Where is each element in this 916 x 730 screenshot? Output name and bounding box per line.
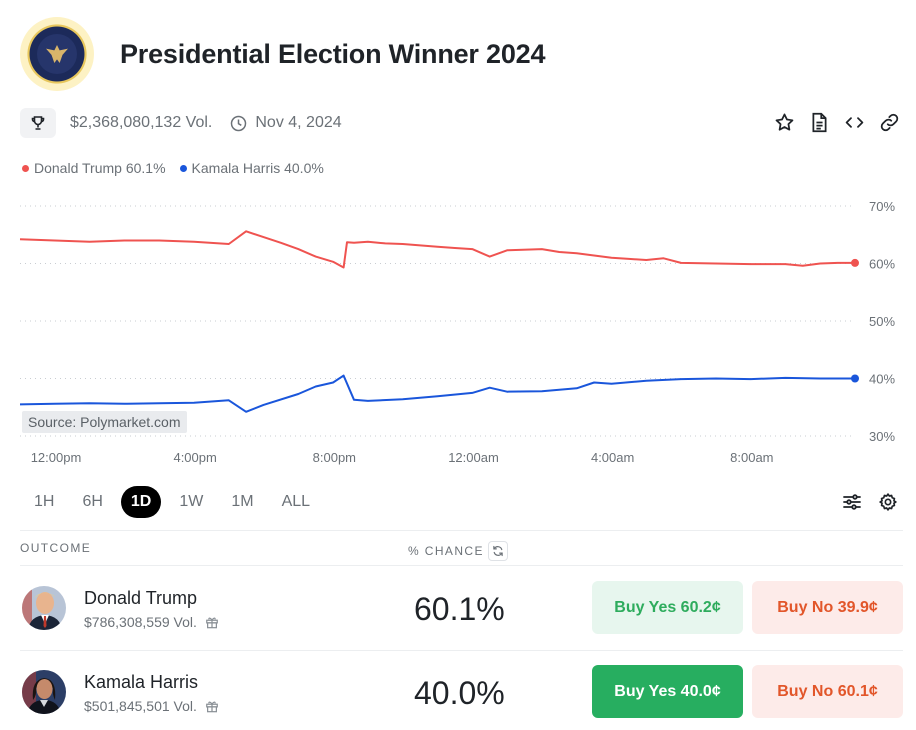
gift-icon[interactable] bbox=[205, 615, 219, 629]
market-end-date: Nov 4, 2024 bbox=[255, 114, 342, 131]
presidential-seal-icon bbox=[20, 17, 94, 91]
x-tick-label: 4:00am bbox=[591, 450, 634, 465]
range-6h[interactable]: 6H bbox=[82, 493, 103, 510]
buy-no-button[interactable]: Buy No 39.9¢ bbox=[752, 581, 903, 634]
x-tick-label: 8:00pm bbox=[313, 450, 356, 465]
price-chart[interactable]: 70% 60% 50% 40% 30% 12:00pm 4:00pm 8:00pm 12:00a… bbox=[0, 190, 916, 475]
series-end-point bbox=[851, 374, 859, 383]
outcome-table-header: OUTCOME % CHANCE bbox=[20, 530, 903, 566]
x-tick-label: 8:00am bbox=[730, 450, 773, 465]
outcome-row-trump[interactable]: Donald Trump $786,308,559 Vol. 60.1% Buy… bbox=[20, 567, 903, 651]
chart-source-label: Source: Polymarket.com bbox=[22, 411, 187, 433]
y-tick-label: 50% bbox=[869, 314, 895, 329]
outcome-volume-value: $786,308,559 Vol. bbox=[84, 614, 197, 630]
sliders-icon[interactable] bbox=[842, 492, 862, 517]
outcome-volume-value: $501,845,501 Vol. bbox=[84, 698, 197, 714]
chart-tools bbox=[842, 492, 898, 517]
trophy-icon[interactable] bbox=[20, 108, 56, 138]
link-icon[interactable] bbox=[879, 112, 900, 133]
legend-label: Kamala Harris 40.0% bbox=[191, 160, 324, 176]
x-tick-label: 12:00pm bbox=[31, 450, 82, 465]
legend-item-trump: Donald Trump 60.1% bbox=[22, 160, 166, 176]
range-1w[interactable]: 1W bbox=[179, 493, 204, 510]
column-chance-label: % CHANCE bbox=[408, 544, 484, 558]
y-tick-label: 60% bbox=[869, 257, 895, 272]
legend-dot bbox=[22, 164, 29, 172]
range-1m[interactable]: 1M bbox=[231, 493, 254, 510]
y-tick-label: 30% bbox=[869, 429, 895, 444]
outcome-name: Kamala Harris bbox=[84, 672, 199, 692]
gear-icon[interactable] bbox=[878, 492, 898, 517]
x-tick-label: 12:00am bbox=[448, 450, 499, 465]
market-title: Presidential Election Winner 2024 bbox=[120, 38, 546, 69]
column-chance: % CHANCE bbox=[408, 541, 508, 561]
legend-dot bbox=[179, 164, 187, 172]
market-volume: $2,368,080,132 Vol. bbox=[70, 114, 213, 131]
market-meta: $2,368,080,132 Vol. Nov 4, 2024 bbox=[20, 107, 342, 139]
outcome-volume: $786,308,559 Vol. bbox=[84, 614, 219, 630]
market-header: Presidential Election Winner 2024 bbox=[20, 17, 546, 91]
avatar bbox=[22, 670, 66, 714]
outcome-volume: $501,845,501 Vol. bbox=[84, 698, 219, 714]
column-outcome: OUTCOME bbox=[20, 541, 92, 555]
range-all[interactable]: ALL bbox=[281, 493, 311, 510]
series-line-kamala-harris[interactable] bbox=[19, 374, 855, 413]
buy-yes-button[interactable]: Buy Yes 40.0¢ bbox=[592, 665, 743, 718]
legend-item-harris: Kamala Harris 40.0% bbox=[179, 160, 324, 176]
code-icon[interactable] bbox=[844, 112, 865, 133]
y-tick-label: 40% bbox=[869, 372, 895, 387]
outcome-chance: 40.0% bbox=[414, 675, 505, 711]
avatar bbox=[22, 586, 66, 630]
buy-no-button[interactable]: Buy No 60.1¢ bbox=[752, 665, 903, 718]
gift-icon[interactable] bbox=[205, 699, 219, 713]
outcome-name: Donald Trump bbox=[84, 588, 198, 608]
x-tick-label: 4:00pm bbox=[173, 450, 216, 465]
buy-yes-button[interactable]: Buy Yes 60.2¢ bbox=[592, 581, 743, 634]
range-1h[interactable]: 1H bbox=[34, 493, 55, 510]
market-actions bbox=[774, 112, 900, 133]
time-range-selector: 1H 6H 1D 1W 1M ALL bbox=[24, 486, 320, 518]
series-line-donald-trump[interactable] bbox=[19, 230, 855, 269]
clock-icon bbox=[231, 115, 247, 131]
y-tick-label: 70% bbox=[869, 199, 895, 214]
chart-canvas[interactable]: 70% 60% 50% 40% 30% 12:00pm 4:00pm 8:00pm 12:00a… bbox=[0, 190, 916, 475]
document-icon[interactable] bbox=[809, 112, 830, 133]
range-1d[interactable]: 1D bbox=[120, 486, 162, 518]
outcome-row-harris[interactable]: Kamala Harris $501,845,501 Vol. 40.0% Bu… bbox=[20, 651, 903, 730]
legend-label: Donald Trump 60.1% bbox=[34, 160, 166, 176]
chart-legend: Donald Trump 60.1% Kamala Harris 40.0% bbox=[22, 160, 324, 176]
series-end-point bbox=[851, 258, 859, 267]
star-icon[interactable] bbox=[774, 112, 795, 133]
refresh-icon[interactable] bbox=[487, 541, 508, 561]
outcome-chance: 60.1% bbox=[414, 591, 505, 627]
